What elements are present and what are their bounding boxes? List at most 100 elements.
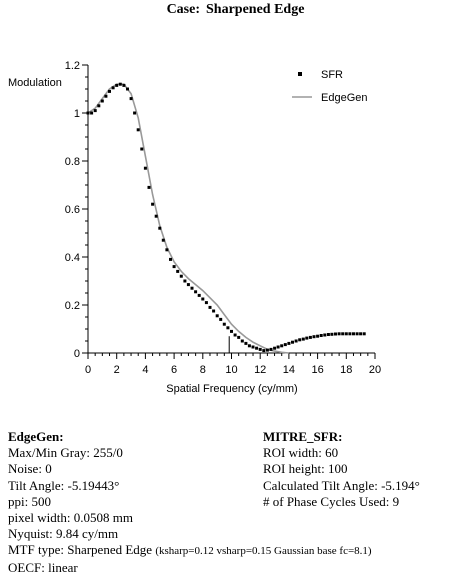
sfr-point bbox=[262, 349, 266, 353]
sfr-point bbox=[118, 82, 122, 86]
sfr-point bbox=[172, 265, 176, 269]
sfr-point bbox=[312, 335, 316, 339]
sfr-point bbox=[90, 111, 94, 115]
y-axis-label: Modulation bbox=[8, 77, 62, 89]
x-tick-label: 6 bbox=[171, 364, 177, 376]
mitre-header: MITRE_SFR: bbox=[263, 429, 343, 444]
sfr-point bbox=[169, 257, 172, 261]
sfr-point bbox=[337, 332, 341, 336]
sfr-point bbox=[97, 104, 101, 108]
sfr-point bbox=[140, 147, 144, 151]
oecf-line: OECF: linear bbox=[8, 559, 78, 575]
edgegen-panel: EdgeGen: Max/Min Gray: 255/0 Noise: 0 Ti… bbox=[8, 429, 372, 576]
mtf-type-detail: (ksharp=0.12 vsharp=0.15 Gaussian base f… bbox=[155, 545, 372, 558]
edgegen-line: Tilt Angle: -5.19443° bbox=[8, 477, 120, 493]
sfr-point bbox=[344, 332, 348, 336]
chart-title: Case: Sharpened Edge bbox=[0, 2, 471, 18]
sfr-point bbox=[176, 269, 180, 273]
x-tick-label: 2 bbox=[114, 364, 120, 376]
sfr-point bbox=[226, 326, 230, 330]
sfr-point bbox=[255, 346, 259, 350]
sfr-point bbox=[194, 290, 198, 294]
sfr-point bbox=[93, 109, 97, 113]
mitre-sfr-panel: MITRE_SFR: ROI width: 60 ROI height: 100… bbox=[263, 429, 420, 510]
mitre-line: ROI width: 60 bbox=[263, 445, 339, 461]
mtf-chart: 0 0.2 0.4 0.6 0.8 1 1.2 0 2 4 6 8 10 12 14 16 18 20 Modul… bbox=[8, 60, 381, 395]
sfr-point bbox=[348, 332, 352, 336]
sfr-point bbox=[330, 332, 334, 336]
sfr-point bbox=[316, 334, 320, 338]
mitre-line: ROI height: 100 bbox=[263, 461, 348, 477]
sfr-point bbox=[283, 343, 287, 347]
sfr-point bbox=[154, 214, 158, 218]
sfr-point bbox=[230, 329, 233, 333]
y-tick-label: 0.4 bbox=[65, 252, 80, 264]
sfr-point bbox=[301, 337, 305, 341]
sfr-point bbox=[362, 332, 366, 336]
x-tick-label: 12 bbox=[254, 364, 266, 376]
sfr-point bbox=[244, 341, 248, 345]
x-tick-label: 8 bbox=[200, 364, 206, 376]
y-tick-label: 1.2 bbox=[65, 60, 80, 72]
marks-group bbox=[86, 82, 366, 354]
edgegen-line: ppi: 500 bbox=[8, 493, 51, 509]
sfr-point bbox=[186, 283, 190, 287]
sfr-point bbox=[269, 347, 273, 351]
sfr-point bbox=[204, 301, 208, 305]
sfr-point bbox=[305, 336, 309, 340]
sfr-point bbox=[291, 340, 294, 344]
title-prefix: Case: bbox=[166, 2, 200, 17]
mitre-line: Calculated Tilt Angle: -5.194° bbox=[263, 477, 420, 493]
sfr-point bbox=[190, 286, 194, 290]
sfr-point bbox=[233, 333, 237, 337]
sfr-point bbox=[208, 305, 212, 309]
sfr-point bbox=[247, 344, 251, 348]
sfr-point bbox=[129, 97, 133, 101]
y-tick-label: 0.2 bbox=[65, 300, 80, 312]
sfr-point bbox=[298, 338, 302, 342]
sfr-point bbox=[352, 332, 355, 336]
sfr-point bbox=[219, 317, 223, 321]
legend-edgegen-label: EdgeGen bbox=[321, 92, 367, 104]
x-tick-label: 10 bbox=[225, 364, 237, 376]
axes-group: 0 0.2 0.4 0.6 0.8 1 1.2 0 2 4 6 8 10 12 14 16 18 20 bbox=[65, 60, 381, 376]
sfr-point bbox=[215, 314, 219, 318]
edgegen-header: EdgeGen: bbox=[8, 429, 64, 444]
sfr-point bbox=[258, 347, 262, 351]
sfr-point bbox=[111, 86, 115, 90]
sfr-point bbox=[147, 185, 151, 189]
sfr-point bbox=[212, 309, 216, 313]
x-tick-label: 0 bbox=[85, 364, 91, 376]
sfr-point bbox=[237, 335, 241, 339]
x-tick-label: 16 bbox=[311, 364, 323, 376]
sfr-point bbox=[355, 332, 359, 336]
y-tick-label: 0 bbox=[74, 348, 80, 360]
sfr-point bbox=[323, 333, 327, 337]
sfr-point bbox=[126, 87, 129, 91]
sfr-point bbox=[251, 345, 255, 349]
mitre-line: # of Phase Cycles Used: 9 bbox=[263, 493, 400, 509]
sfr-point bbox=[341, 332, 345, 336]
x-axis-label: Spatial Frequency (cy/mm) bbox=[166, 383, 297, 395]
x-tick-label: 14 bbox=[283, 364, 295, 376]
sfr-point bbox=[319, 334, 323, 337]
edgegen-line: Noise: 0 bbox=[8, 461, 52, 477]
y-tick-label: 0.8 bbox=[65, 156, 80, 168]
sfr-point bbox=[201, 297, 205, 301]
sfr-point bbox=[273, 346, 277, 350]
legend-sfr-swatch bbox=[298, 72, 302, 76]
edgegen-line: pixel width: 0.0508 mm bbox=[8, 510, 133, 526]
mtf-type-line: MTF type: Sharpened Edge (ksharp=0.12 vs… bbox=[8, 542, 372, 559]
sfr-point bbox=[104, 94, 108, 98]
edgegen-line: Nyquist: 9.84 cy/mm bbox=[8, 526, 119, 542]
sfr-point bbox=[136, 128, 140, 132]
sfr-point bbox=[122, 83, 126, 87]
sfr-point bbox=[108, 89, 111, 93]
edgegen-line bbox=[87, 83, 289, 354]
sfr-point bbox=[100, 99, 104, 103]
legend-sfr-label: SFR bbox=[321, 69, 343, 81]
sfr-point bbox=[143, 166, 147, 170]
sfr-point bbox=[222, 322, 226, 326]
sfr-point bbox=[197, 293, 201, 297]
sfr-point bbox=[240, 339, 244, 343]
